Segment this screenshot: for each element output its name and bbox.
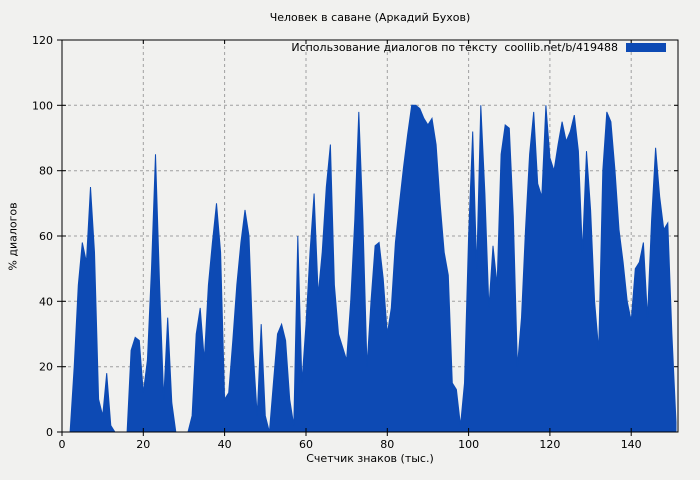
y-tick-label: 40 <box>39 295 53 308</box>
x-tick-label: 60 <box>299 438 313 451</box>
area-series-path <box>62 104 677 433</box>
y-axis-label: % диалогов <box>6 201 20 271</box>
x-tick-label: 140 <box>621 438 642 451</box>
y-tick-label: 0 <box>46 426 53 439</box>
y-axis-label-wrap: % диалогов <box>4 40 22 432</box>
legend-label: Использование диалогов по тексту coollib… <box>291 41 618 54</box>
x-tick-label: 80 <box>380 438 394 451</box>
y-tick-label: 120 <box>32 34 53 47</box>
legend-swatch <box>626 43 666 52</box>
x-tick-label: 0 <box>59 438 66 451</box>
y-tick-label: 60 <box>39 230 53 243</box>
x-tick-label: 100 <box>458 438 479 451</box>
y-tick-label: 80 <box>39 165 53 178</box>
x-tick-label: 120 <box>539 438 560 451</box>
x-tick-label: 20 <box>136 438 150 451</box>
y-tick-label: 20 <box>39 361 53 374</box>
x-axis-label: Счетчик знаков (тыс.) <box>306 452 434 465</box>
chart-title: Человек в саване (Аркадий Бухов) <box>269 11 471 24</box>
x-tick-label: 40 <box>218 438 232 451</box>
y-tick-label: 100 <box>32 99 53 112</box>
